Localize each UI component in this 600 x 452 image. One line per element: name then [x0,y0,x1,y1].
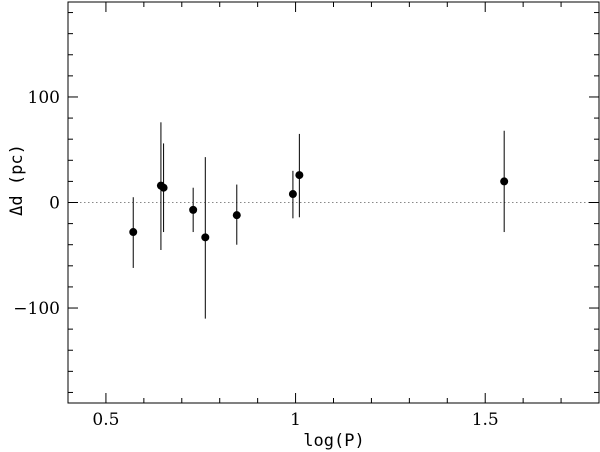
y-tick-label: 100 [28,88,60,108]
x-axis-title: log(P) [303,431,364,451]
data-point [288,190,297,199]
y-tick-label: 0 [49,194,60,214]
data-point [295,171,304,180]
x-tick-label: 1.5 [472,410,499,430]
x-tick-label: 1 [290,410,301,430]
data-point [500,177,509,186]
data-point [232,211,241,220]
y-axis-title: Δd (pc) [7,144,27,216]
data-point [159,183,168,192]
y-tick-label: −100 [13,299,60,319]
data-point [189,205,198,214]
data-point [201,233,210,242]
x-tick-label: 0.5 [92,410,119,430]
data-point [129,228,138,237]
